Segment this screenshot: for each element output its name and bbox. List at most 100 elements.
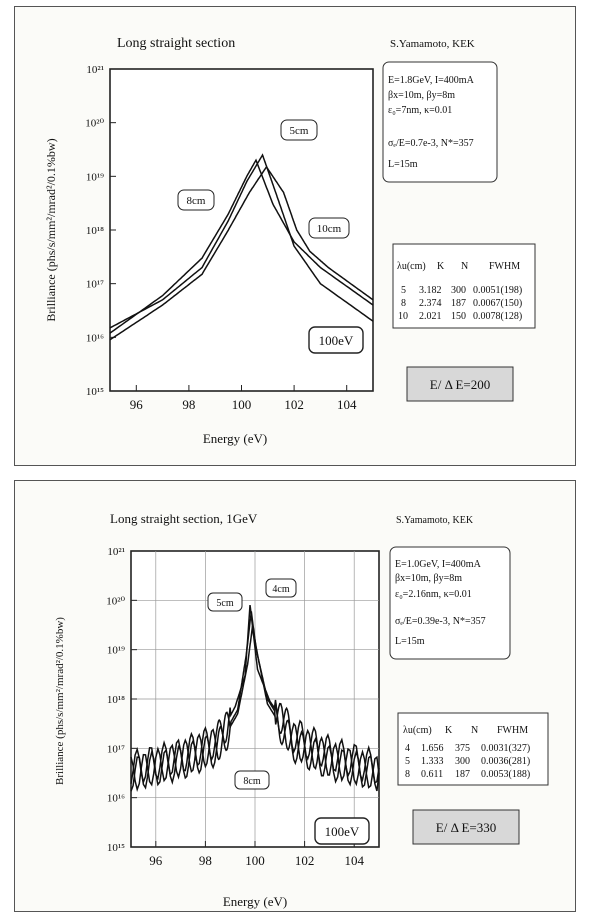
table-2-cell: 5	[405, 756, 410, 767]
y-tick-label: 10¹⁷	[107, 743, 125, 755]
curve-label-box-8cm-b	[234, 770, 270, 790]
chart-1-xlabel: Energy (eV)	[203, 431, 267, 446]
energy-label-box-2	[314, 817, 370, 845]
chart-1-svg: Long straight section S.Yamamoto, KEK 96…	[44, 36, 536, 446]
table-1-cell: 2.021	[419, 311, 442, 322]
y-tick-label: 10¹⁵	[107, 842, 125, 854]
table-2-header-lambda: λu(cm)	[403, 725, 432, 736]
table-1-cell: 10	[398, 311, 408, 322]
curve-label-box-8cm	[177, 189, 215, 211]
chart-2-svg: Long straight section, 1GeV S.Yamamoto, …	[54, 511, 549, 909]
x-tick-label: 100	[245, 853, 265, 868]
y-tick-label: 10¹⁹	[86, 171, 104, 183]
y-tick-label: 10¹⁶	[107, 793, 125, 805]
table-2-cell: 1.656	[421, 743, 444, 754]
table-1-cell: 300	[451, 285, 466, 296]
chart-2-title: Long straight section, 1GeV	[110, 511, 258, 526]
x-tick-label: 100	[232, 397, 252, 412]
series-line-10cm	[109, 165, 374, 341]
table-2-cell: 0.611	[421, 769, 443, 780]
table-box-1	[392, 243, 536, 329]
energy-label-box-1	[308, 326, 364, 354]
param-2-3: σₑ/E=0.39e-3, N*=357	[395, 616, 486, 627]
chart-2-ylabel: Brilliance (phs/s/mm²/mrad²/0.1%bw)	[54, 617, 66, 785]
x-tick-label: 96	[130, 397, 144, 412]
param-1-2: ε₀=7nm, κ=0.01	[388, 105, 452, 116]
energy-label-1: 100eV	[319, 333, 354, 348]
chart-panel-2: Long straight section, 1GeV S.Yamamoto, …	[14, 480, 576, 912]
table-1-cell: 2.374	[419, 298, 442, 309]
y-tick-label: 10¹⁸	[107, 694, 125, 706]
table-2-cell: 8	[405, 769, 410, 780]
table-2-cell: 0.0053(188)	[481, 769, 530, 780]
param-1-1: βx=10m, βy=8m	[388, 90, 455, 101]
param-1-4: L=15m	[388, 159, 418, 170]
params-box-2	[389, 546, 511, 660]
table-2-cell: 187	[455, 769, 470, 780]
table-2-cell: 0.0031(327)	[481, 743, 530, 754]
y-tick-label: 10²⁰	[85, 118, 104, 130]
table-2-header-fwhm: FWHM	[497, 725, 528, 736]
table-1-header-n: N	[461, 261, 468, 272]
y-tick-label: 10²¹	[86, 64, 104, 76]
table-1-cell: 5	[401, 285, 406, 296]
x-tick-label: 96	[149, 853, 163, 868]
table-2-cell: 4	[405, 743, 410, 754]
chart-panel-1: Long straight section S.Yamamoto, KEK 96…	[14, 6, 576, 466]
table-1-cell: 0.0067(150)	[473, 298, 522, 309]
curve-label-box-5cm-b	[207, 592, 243, 612]
table-2-header-k: K	[445, 725, 453, 736]
table-1-header-k: K	[437, 261, 445, 272]
curve-label-box-5cm	[280, 119, 318, 141]
x-tick-label: 102	[295, 853, 315, 868]
chart-1-ylabel: Brilliance (phs/s/mm²/mrad²/0.1%bw)	[44, 138, 58, 321]
curve-label-5cm-b: 5cm	[216, 598, 233, 609]
resolution-box-2	[412, 809, 520, 845]
curve-label-5cm: 5cm	[290, 125, 309, 137]
energy-label-2: 100eV	[325, 824, 360, 839]
table-2-cell: 375	[455, 743, 470, 754]
table-2-header-n: N	[471, 725, 478, 736]
x-tick-label: 98	[182, 397, 195, 412]
resolution-label-1: E/ Δ E=200	[430, 377, 490, 392]
y-tick-label: 10¹⁷	[86, 279, 104, 291]
y-tick-label: 10²¹	[107, 546, 125, 558]
curve-label-box-4cm	[265, 578, 297, 598]
param-2-0: E=1.0GeV, I=400mA	[395, 559, 482, 570]
table-1-cell: 150	[451, 311, 466, 322]
table-1-cell: 8	[401, 298, 406, 309]
resolution-box-1	[406, 366, 514, 402]
y-tick-label: 10¹⁸	[86, 225, 104, 237]
y-tick-label: 10¹⁵	[86, 386, 104, 398]
x-tick-label: 104	[344, 853, 364, 868]
table-box-2	[397, 712, 549, 786]
chart-2-author: S.Yamamoto, KEK	[396, 515, 474, 526]
x-tick-label: 104	[337, 397, 357, 412]
param-2-1: βx=10m, βy=8m	[395, 573, 462, 584]
table-1-cell: 0.0078(128)	[473, 311, 522, 322]
chart-2-xlabel: Energy (eV)	[223, 894, 287, 909]
resolution-label-2: E/ Δ E=330	[436, 820, 496, 835]
param-1-0: E=1.8GeV, I=400mA	[388, 75, 475, 86]
table-1-header-fwhm: FWHM	[489, 261, 520, 272]
table-1-header-lambda: λu(cm)	[397, 261, 426, 272]
param-1-3: σₑ/E=0.7e-3, N*=357	[388, 138, 474, 149]
curve-label-10cm: 10cm	[317, 223, 342, 235]
curve-label-8cm: 8cm	[187, 195, 206, 207]
table-1-cell: 3.182	[419, 285, 442, 296]
params-box-1	[382, 61, 498, 183]
y-tick-label: 10¹⁹	[107, 645, 125, 657]
curve-label-8cm-b: 8cm	[243, 776, 260, 787]
table-1-cell: 187	[451, 298, 466, 309]
series-line-5cm	[109, 153, 374, 329]
y-tick-label: 10²⁰	[106, 595, 125, 607]
curve-label-4cm: 4cm	[272, 584, 289, 595]
table-2-cell: 0.0036(281)	[481, 756, 530, 767]
table-1-cell: 0.0051(198)	[473, 285, 522, 296]
series-line-8cm	[130, 604, 380, 785]
chart-1-author: S.Yamamoto, KEK	[390, 38, 475, 50]
y-tick-label: 10¹⁶	[86, 332, 104, 344]
table-2-cell: 300	[455, 756, 470, 767]
table-2-cell: 1.333	[421, 756, 444, 767]
series-line-8cm	[109, 158, 374, 334]
